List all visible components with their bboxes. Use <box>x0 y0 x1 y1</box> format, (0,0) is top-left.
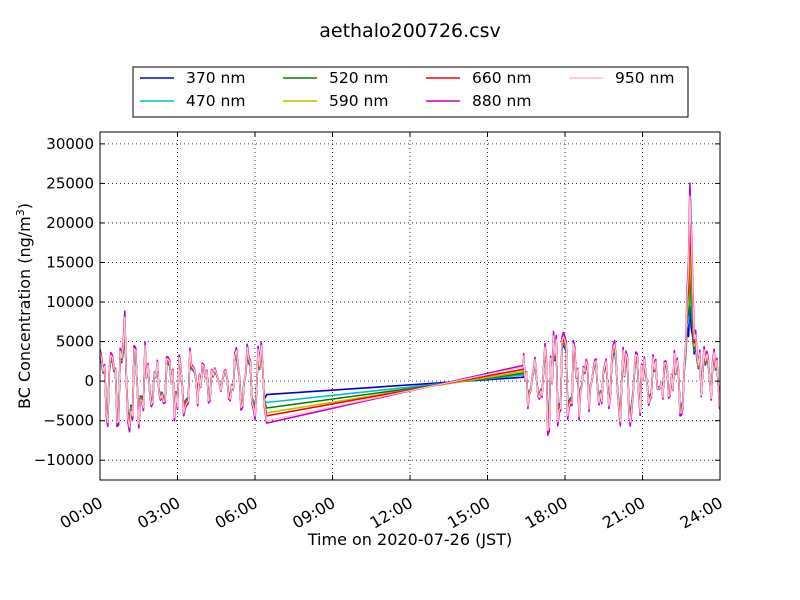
y-tick-label: 0 <box>84 372 94 390</box>
legend-box <box>132 66 689 118</box>
legend-label: 470 nm <box>186 92 245 110</box>
y-tick-label: 30000 <box>46 135 94 153</box>
y-axis-label-end: ) <box>15 203 34 209</box>
legend-label: 950 nm <box>615 69 674 87</box>
x-axis-label: Time on 2020-07-26 (JST) <box>307 530 512 549</box>
y-axis-label-superscript: 3 <box>14 209 27 216</box>
y-tick-label: 10000 <box>46 293 94 311</box>
legend-label: 880 nm <box>472 92 531 110</box>
y-axis-label: BC Concentration (ng/m3) <box>14 203 34 409</box>
legend-label: 520 nm <box>329 69 388 87</box>
y-axis-label-main: BC Concentration (ng/m <box>15 216 34 409</box>
legend-label: 370 nm <box>186 69 245 87</box>
series-line-950-nm <box>99 195 721 432</box>
y-tick-label: 25000 <box>46 174 94 192</box>
legend: 370 nm 470 nm 520 nm 590 nm 660 nm 880 nm 950 … <box>132 66 689 118</box>
chart-title: aethalo200726.csv <box>319 20 501 42</box>
y-tick-label: −10000 <box>34 451 94 469</box>
y-tick-label: 20000 <box>46 214 94 232</box>
y-tick-label: 5000 <box>56 333 94 351</box>
plot-series <box>99 182 721 436</box>
y-tick-label: −5000 <box>43 412 94 430</box>
legend-label: 660 nm <box>472 69 531 87</box>
y-tick-label: 15000 <box>46 254 94 272</box>
legend-label: 590 nm <box>329 92 388 110</box>
